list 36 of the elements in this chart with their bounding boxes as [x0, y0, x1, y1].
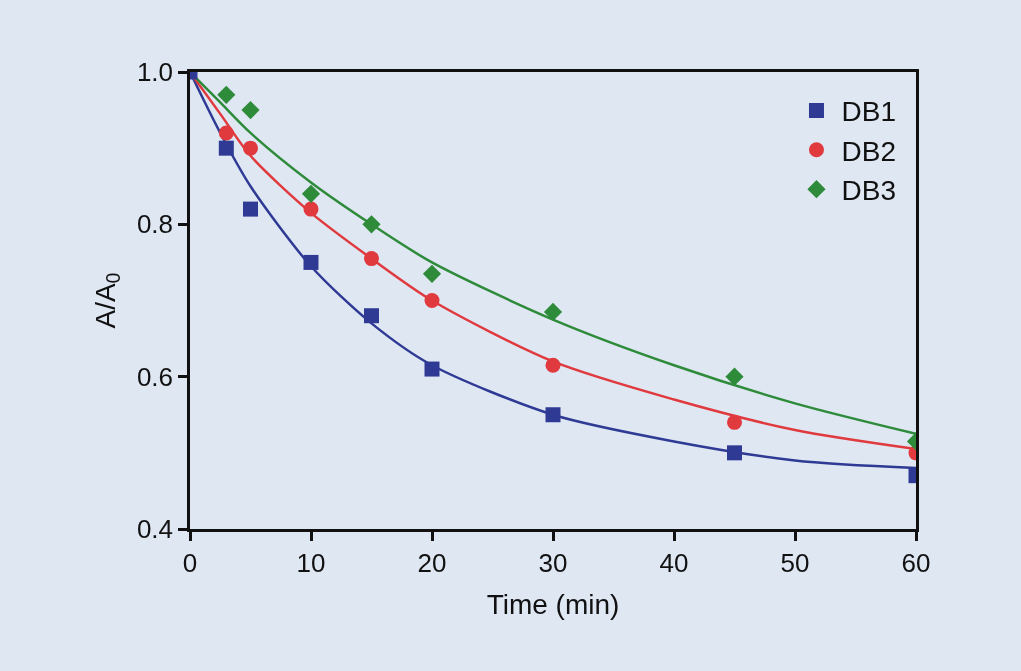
point — [217, 85, 236, 104]
point — [545, 407, 561, 423]
y-tick-label: 0.8 — [136, 209, 174, 240]
point — [243, 140, 258, 156]
x-axis-title: Time (min) — [486, 589, 620, 621]
legend-label: DB2 — [841, 135, 896, 167]
y-tick-label: 1.0 — [136, 57, 174, 88]
x-tick-label: 30 — [538, 547, 568, 578]
y-tick-label: 0.6 — [136, 361, 174, 392]
point — [303, 201, 319, 217]
point — [725, 367, 744, 386]
point — [424, 361, 440, 377]
x-tick-label: 0 — [182, 547, 198, 578]
point — [727, 414, 742, 430]
x-tick-label: 50 — [780, 547, 810, 578]
point — [241, 100, 260, 120]
x-tick-label: 20 — [417, 547, 447, 578]
point — [727, 445, 742, 461]
point — [364, 251, 379, 267]
x-tick-label: 10 — [296, 547, 326, 578]
point — [301, 184, 321, 203]
point — [303, 254, 319, 270]
point — [422, 264, 442, 283]
point — [218, 140, 234, 156]
legend-label: DB1 — [841, 96, 896, 128]
point — [424, 293, 440, 308]
x-tick-label: 40 — [659, 547, 689, 578]
point — [362, 215, 381, 234]
y-tick-label: 0.4 — [136, 514, 174, 545]
point — [545, 357, 561, 373]
point — [218, 125, 234, 141]
point — [364, 308, 379, 324]
legend-label: DB3 — [841, 175, 896, 207]
point — [543, 302, 563, 322]
x-tick-label: 60 — [901, 547, 931, 578]
point — [243, 201, 258, 217]
